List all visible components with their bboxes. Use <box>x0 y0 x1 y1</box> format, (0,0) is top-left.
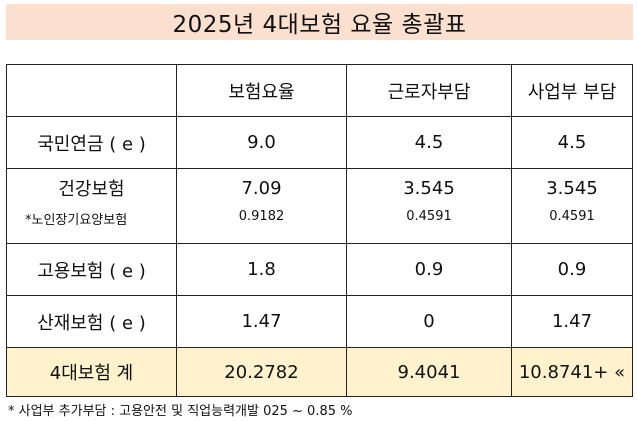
row-label: *노인장기요양보험 <box>6 207 177 244</box>
cell-employer: 1.47 <box>511 295 633 348</box>
cell-employer: 4.5 <box>511 116 633 169</box>
table-row-long-term-care: *노인장기요양보험 0.9182 0.4591 0.4591 <box>6 207 633 244</box>
row-label: 4대보험 계 <box>6 347 177 397</box>
row-label: 산재보험 ( e ) <box>6 295 177 348</box>
cell-rate: 9.0 <box>176 116 347 169</box>
cell-employee: 0 <box>346 295 512 348</box>
column-header-employer: 사업부 부담 <box>511 64 633 117</box>
table-row-national-pension: 국민연금 ( e ) 9.0 4.5 4.5 <box>6 116 633 169</box>
cell-employer: 0.9 <box>511 243 633 296</box>
column-header-employee: 근로자부담 <box>346 64 512 117</box>
cell-employee: 4.5 <box>346 116 512 169</box>
column-header-rate: 보험요율 <box>176 64 347 117</box>
row-label: 고용보험 ( e ) <box>6 243 177 296</box>
cell-employer: 10.8741+ « <box>511 347 633 397</box>
cell-rate: 1.47 <box>176 295 347 348</box>
table-row-industrial-accident: 산재보험 ( e ) 1.47 0 1.47 <box>6 295 633 348</box>
table-row-health-insurance: 건강보험 7.09 3.545 3.545 <box>6 168 633 207</box>
cell-employee: 3.545 <box>346 168 512 207</box>
cell-rate: 1.8 <box>176 243 347 296</box>
column-header-empty <box>6 64 177 117</box>
table-row-employment-insurance: 고용보험 ( e ) 1.8 0.9 0.9 <box>6 243 633 296</box>
table-header-row: 보험요율 근로자부담 사업부 부담 <box>6 64 633 117</box>
cell-employee: 9.4041 <box>346 347 512 397</box>
table-row-total: 4대보험 계 20.2782 9.4041 10.8741+ « <box>6 347 633 397</box>
insurance-rate-table: 보험요율 근로자부담 사업부 부담 국민연금 ( e ) 9.0 4.5 4.5… <box>6 64 633 397</box>
row-label: 건강보험 <box>6 168 177 207</box>
cell-rate: 0.9182 <box>176 207 347 244</box>
row-label: 국민연금 ( e ) <box>6 116 177 169</box>
cell-rate: 20.2782 <box>176 347 347 397</box>
cell-rate: 7.09 <box>176 168 347 207</box>
cell-employee: 0.4591 <box>346 207 512 244</box>
cell-employer: 0.4591 <box>511 207 633 244</box>
page-title: 2025년 4대보험 요율 총괄표 <box>6 4 633 40</box>
cell-employee: 0.9 <box>346 243 512 296</box>
cell-employer: 3.545 <box>511 168 633 207</box>
footnote: * 사업부 추가부담 : 고용안전 및 직업능력개발 025 ~ 0.85 % <box>8 404 353 419</box>
